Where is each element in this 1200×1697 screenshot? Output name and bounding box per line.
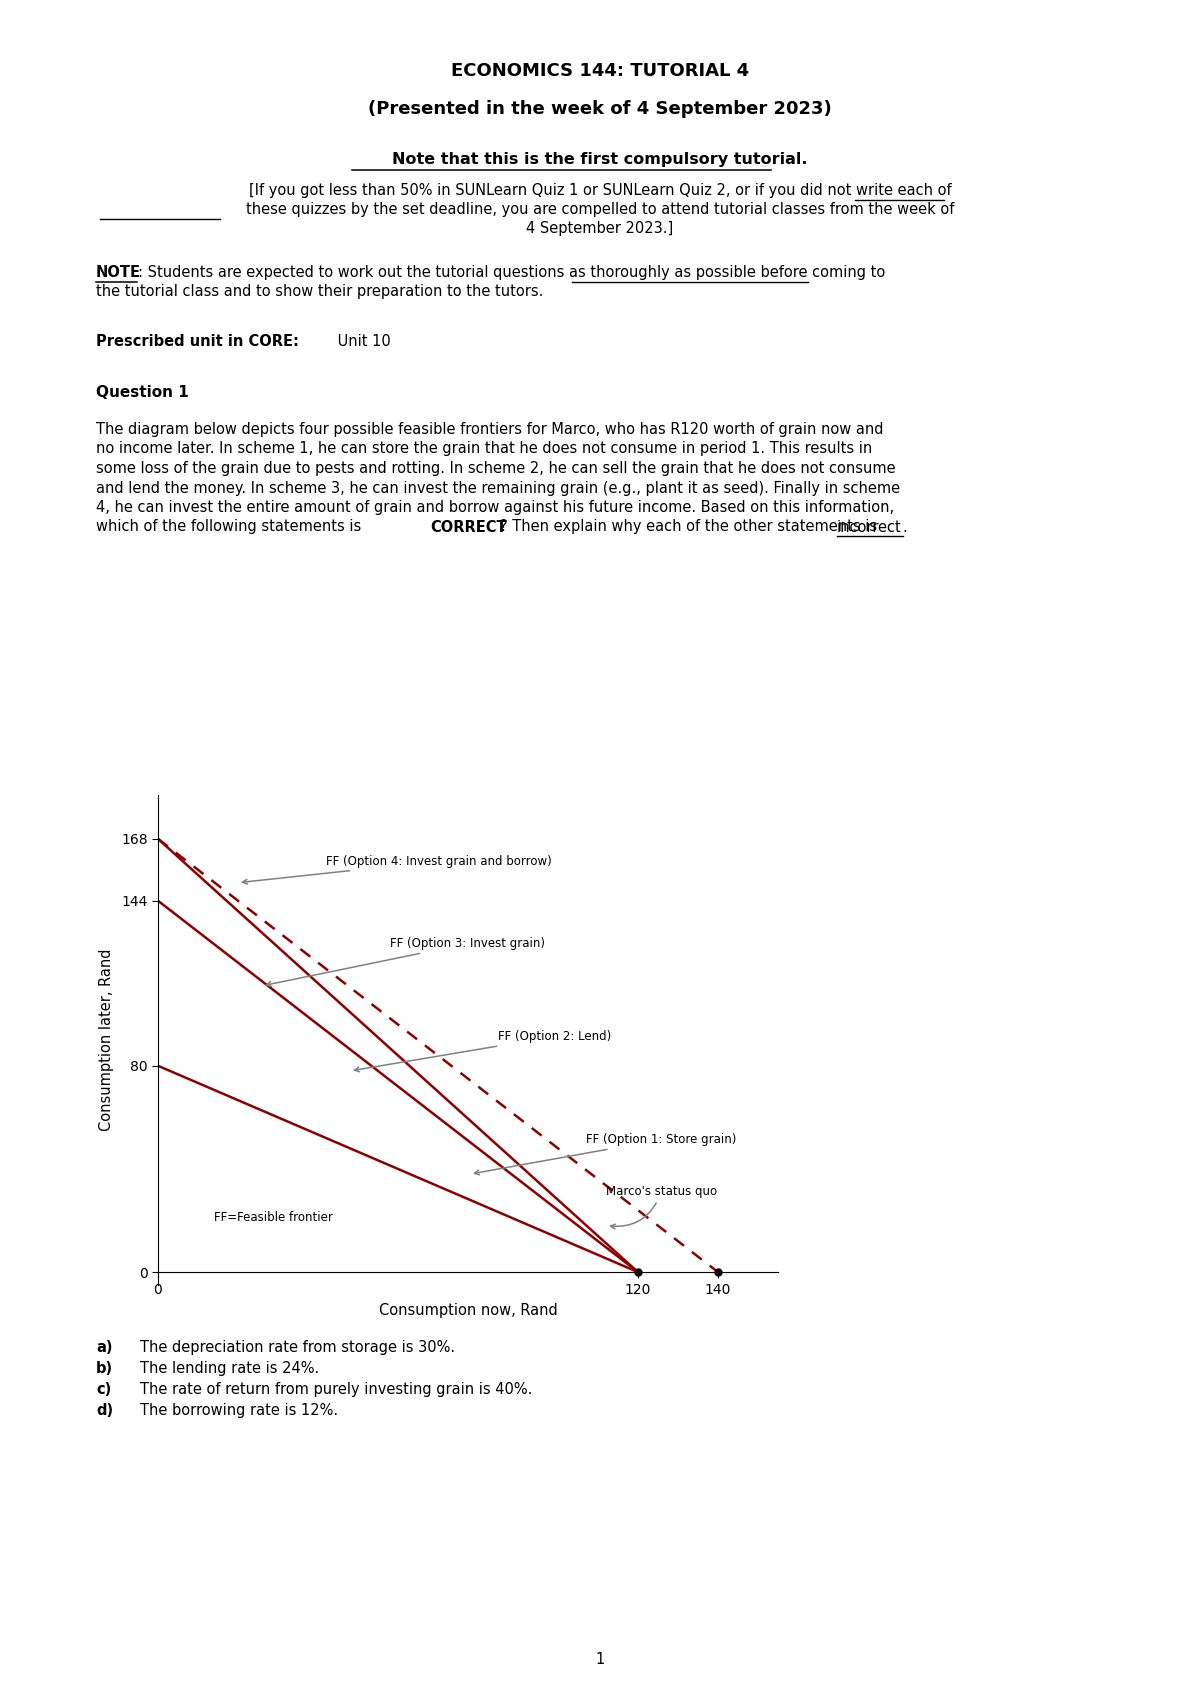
Text: and lend the money. In scheme 3, he can invest the remaining grain (e.g., plant : and lend the money. In scheme 3, he can … xyxy=(96,480,900,496)
Text: Note that this is the first compulsory tutorial.: Note that this is the first compulsory t… xyxy=(392,153,808,166)
Text: no income later. In scheme 1, he can store the grain that he does not consume in: no income later. In scheme 1, he can sto… xyxy=(96,441,872,456)
Text: (Presented in the week of 4 September 2023): (Presented in the week of 4 September 20… xyxy=(368,100,832,119)
Text: ? Then explain why each of the other statements is: ? Then explain why each of the other sta… xyxy=(500,519,882,535)
Text: the tutorial class and to show their preparation to the tutors.: the tutorial class and to show their pre… xyxy=(96,283,544,299)
Y-axis label: Consumption later, Rand: Consumption later, Rand xyxy=(100,949,114,1132)
Text: Marco's status quo: Marco's status quo xyxy=(606,1185,718,1229)
Text: a): a) xyxy=(96,1341,113,1354)
Text: The depreciation rate from storage is 30%.: The depreciation rate from storage is 30… xyxy=(140,1341,455,1354)
Text: CORRECT: CORRECT xyxy=(430,519,506,535)
Text: c): c) xyxy=(96,1381,112,1397)
Text: FF=Feasible frontier: FF=Feasible frontier xyxy=(214,1210,332,1224)
Text: 4, he can invest the entire amount of grain and borrow against his future income: 4, he can invest the entire amount of gr… xyxy=(96,501,894,514)
Text: FF (Option 4: Invest grain and borrow): FF (Option 4: Invest grain and borrow) xyxy=(242,855,552,884)
Text: The borrowing rate is 12%.: The borrowing rate is 12%. xyxy=(140,1403,338,1419)
Text: Prescribed unit in CORE:: Prescribed unit in CORE: xyxy=(96,334,299,350)
Text: .: . xyxy=(902,519,907,535)
Text: b): b) xyxy=(96,1361,113,1376)
Text: : Students are expected to work out the tutorial questions as thoroughly as poss: : Students are expected to work out the … xyxy=(138,265,886,280)
Text: The lending rate is 24%.: The lending rate is 24%. xyxy=(140,1361,319,1376)
Text: ECONOMICS 144: TUTORIAL 4: ECONOMICS 144: TUTORIAL 4 xyxy=(451,63,749,80)
Text: FF (Option 3: Invest grain): FF (Option 3: Invest grain) xyxy=(266,937,545,986)
Text: incorrect: incorrect xyxy=(838,519,901,535)
Text: [If you got less than 50% in SUNLearn Quiz 1 or SUNLearn Quiz 2, or if you did n: [If you got less than 50% in SUNLearn Qu… xyxy=(248,183,952,199)
Text: FF (Option 1: Store grain): FF (Option 1: Store grain) xyxy=(474,1134,737,1174)
Text: The rate of return from purely investing grain is 40%.: The rate of return from purely investing… xyxy=(140,1381,533,1397)
Text: some loss of the grain due to pests and rotting. In scheme 2, he can sell the gr: some loss of the grain due to pests and … xyxy=(96,462,895,475)
Text: these quizzes by the set deadline, you are compelled to attend tutorial classes : these quizzes by the set deadline, you a… xyxy=(246,202,954,217)
Text: Unit 10: Unit 10 xyxy=(334,334,391,350)
Text: 4 September 2023.]: 4 September 2023.] xyxy=(527,221,673,236)
Text: FF (Option 2: Lend): FF (Option 2: Lend) xyxy=(354,1030,611,1073)
Text: 1: 1 xyxy=(595,1651,605,1666)
Text: The diagram below depicts four possible feasible frontiers for Marco, who has R1: The diagram below depicts four possible … xyxy=(96,423,883,438)
X-axis label: Consumption now, Rand: Consumption now, Rand xyxy=(379,1303,557,1319)
Text: d): d) xyxy=(96,1403,113,1419)
Text: which of the following statements is: which of the following statements is xyxy=(96,519,366,535)
Text: NOTE: NOTE xyxy=(96,265,142,280)
Text: Question 1: Question 1 xyxy=(96,385,188,400)
